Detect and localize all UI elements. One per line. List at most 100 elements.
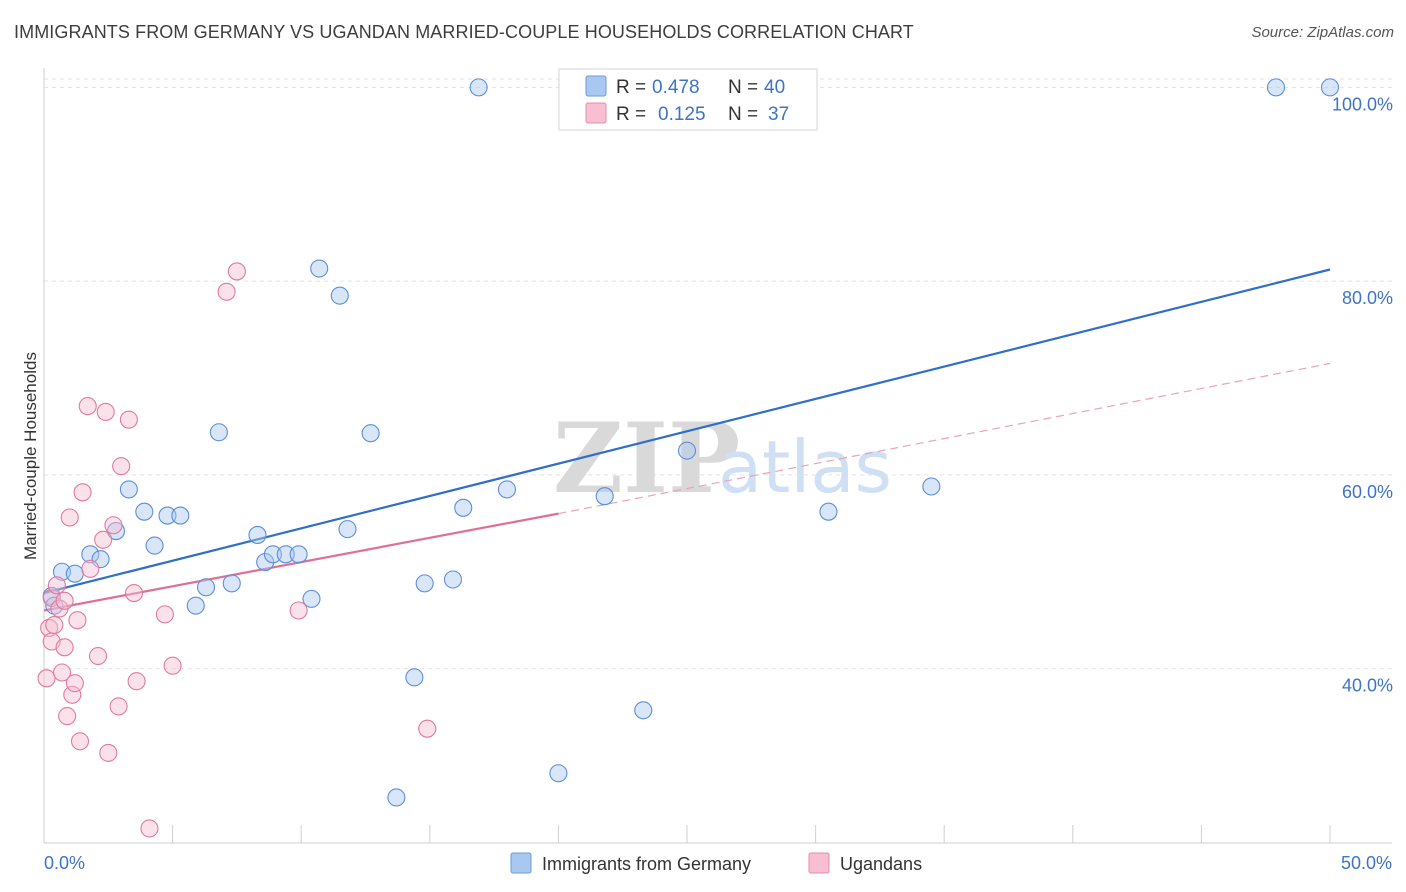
data-point — [595, 487, 614, 506]
bottom-legend-label-ugandans: Ugandans — [840, 854, 922, 874]
chart-title: IMMIGRANTS FROM GERMANY VS UGANDAN MARRI… — [14, 22, 914, 42]
data-point — [549, 764, 568, 783]
y-tick-label: 80.0% — [1342, 288, 1393, 308]
data-point — [415, 574, 434, 593]
data-point — [387, 788, 406, 807]
legend-series: Immigrants from Germany Ugandans — [510, 852, 922, 874]
data-point — [47, 576, 66, 595]
data-point — [155, 605, 174, 624]
data-point — [127, 672, 146, 691]
y-tick-label: 100.0% — [1332, 94, 1393, 114]
data-point — [135, 502, 154, 521]
data-point — [70, 732, 90, 751]
axes — [43, 68, 1392, 844]
data-point — [78, 397, 97, 416]
data-point — [81, 545, 100, 564]
x-tick-label-end: 50.0% — [1341, 853, 1392, 873]
data-point — [469, 78, 488, 97]
data-point — [922, 477, 941, 496]
legend-r-label-ugandans: R = — [616, 104, 646, 125]
gridlines — [44, 78, 1392, 670]
data-point — [634, 701, 653, 720]
data-points — [37, 78, 1340, 838]
data-point — [60, 508, 79, 527]
data-point — [99, 743, 118, 762]
series-ugandans — [37, 262, 437, 838]
data-point — [145, 536, 164, 555]
data-point — [310, 259, 329, 278]
data-point — [171, 506, 190, 525]
data-point — [443, 570, 462, 589]
data-point — [418, 719, 437, 738]
legend-r-label-germany: R = — [616, 77, 646, 98]
data-point — [65, 564, 84, 583]
data-point — [96, 402, 115, 421]
y-axis-label: Married-couple Households — [21, 352, 40, 560]
data-point — [217, 282, 236, 301]
data-point — [88, 646, 108, 666]
watermark: ZIP atlas — [553, 402, 892, 515]
data-point — [68, 611, 87, 630]
trend-line-germany — [43, 268, 1331, 595]
data-point — [65, 674, 84, 693]
data-point — [140, 819, 159, 838]
y-tick-labels: 40.0% 60.0% 80.0% 100.0% — [1332, 94, 1393, 695]
data-point — [276, 545, 295, 564]
data-point — [55, 591, 74, 610]
watermark-zip: ZIP — [553, 402, 740, 515]
legend-stats: R = 0.478 N = 40 R = 0.125 N = 37 — [558, 68, 818, 131]
data-point — [227, 262, 246, 281]
data-point — [45, 615, 64, 635]
bottom-legend-swatch-germany — [510, 852, 532, 874]
data-point — [119, 410, 138, 429]
data-point — [40, 618, 59, 637]
data-point — [289, 545, 308, 564]
data-point — [104, 516, 123, 535]
data-point — [55, 638, 74, 657]
data-point — [37, 669, 56, 688]
data-point — [819, 502, 838, 521]
data-point — [256, 553, 275, 572]
x-tick-label-start: 0.0% — [44, 853, 85, 873]
legend-n-label-ugandans: N = — [728, 104, 758, 125]
data-point — [186, 596, 205, 615]
chart-source: Source: ZipAtlas.com — [1251, 24, 1394, 41]
data-point — [94, 530, 113, 549]
legend-r-value-ugandans: 0.125 — [658, 104, 706, 125]
series-germany — [42, 78, 1340, 807]
data-point — [81, 559, 100, 578]
data-point — [330, 286, 349, 305]
legend-n-label-germany: N = — [728, 77, 758, 98]
data-point — [109, 697, 128, 716]
data-point — [497, 480, 517, 499]
legend-n-value-ugandans: 37 — [768, 104, 789, 125]
data-point — [302, 589, 321, 608]
bottom-legend-swatch-ugandans — [808, 852, 830, 874]
legend-r-value-germany: 0.478 — [652, 77, 700, 98]
data-point — [63, 685, 82, 704]
data-point — [209, 423, 228, 442]
data-point — [1266, 78, 1286, 97]
data-point — [124, 584, 144, 603]
data-point — [248, 525, 267, 544]
legend-swatch-ugandans — [585, 102, 607, 124]
data-point — [196, 578, 216, 597]
data-point — [1320, 78, 1340, 97]
data-point — [677, 441, 697, 460]
legend-swatch-germany — [585, 75, 607, 97]
data-point — [222, 574, 241, 593]
data-point — [454, 498, 473, 517]
data-point — [263, 545, 282, 564]
data-point — [405, 668, 424, 687]
data-point — [112, 457, 131, 476]
data-point — [52, 663, 72, 682]
data-point — [338, 520, 357, 539]
data-point — [163, 656, 182, 675]
data-point — [158, 506, 177, 525]
watermark-atlas: atlas — [718, 425, 892, 509]
legend-n-value-germany: 40 — [764, 77, 785, 98]
trend-line-ugandans-extension — [558, 362, 1331, 515]
bottom-legend-label-germany: Immigrants from Germany — [542, 854, 751, 874]
data-point — [289, 601, 308, 620]
